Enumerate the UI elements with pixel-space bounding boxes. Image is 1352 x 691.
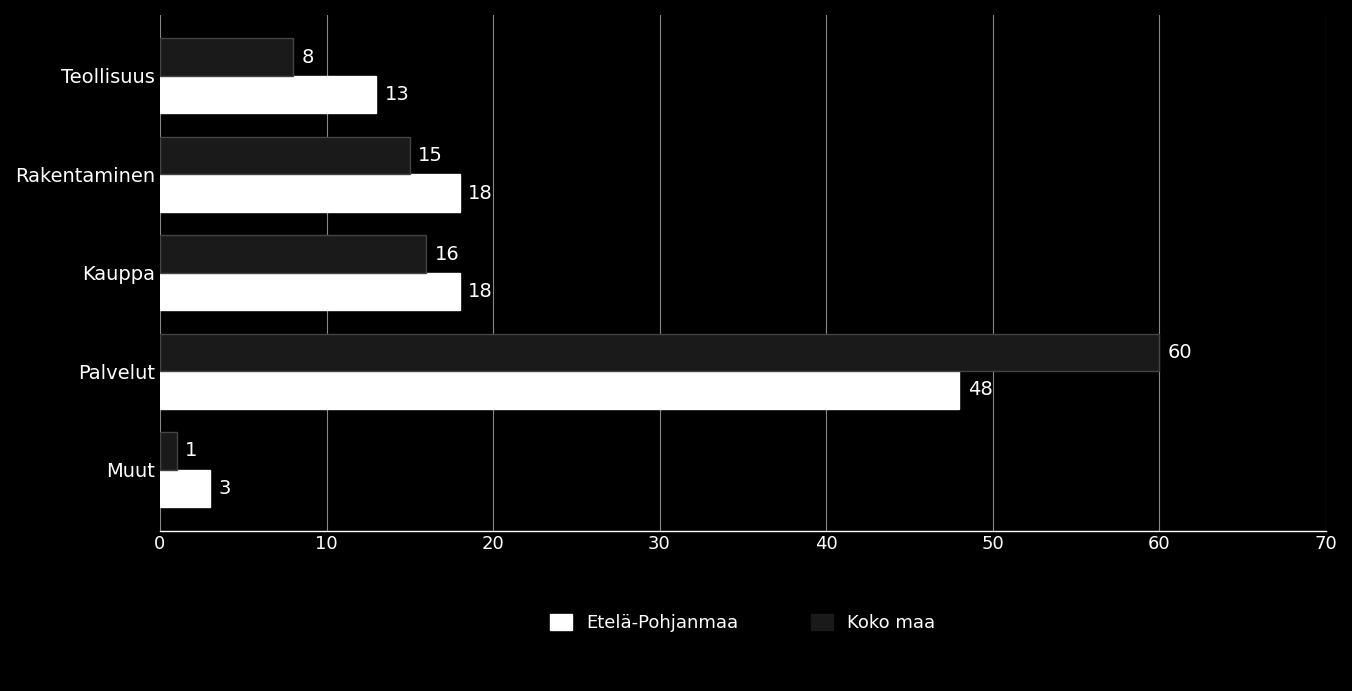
Bar [160,39,293,76]
Text: 18: 18 [468,282,492,301]
Text: 1: 1 [185,442,197,460]
Bar [160,236,426,273]
Bar [160,273,460,310]
Bar [160,137,410,174]
Text: 8: 8 [301,48,314,66]
Text: 13: 13 [385,85,410,104]
Bar [160,174,460,211]
Text: 60: 60 [1167,343,1192,362]
Text: 15: 15 [418,146,443,165]
Bar [160,470,210,507]
Text: 16: 16 [435,245,460,263]
Bar [160,334,1159,371]
Bar [160,76,376,113]
Text: 18: 18 [468,184,492,202]
Bar [160,433,177,470]
Bar [160,371,960,408]
Text: 48: 48 [968,381,992,399]
Text: 3: 3 [218,479,231,498]
Legend: Etelä-Pohjanmaa, Koko maa: Etelä-Pohjanmaa, Koko maa [544,607,942,639]
